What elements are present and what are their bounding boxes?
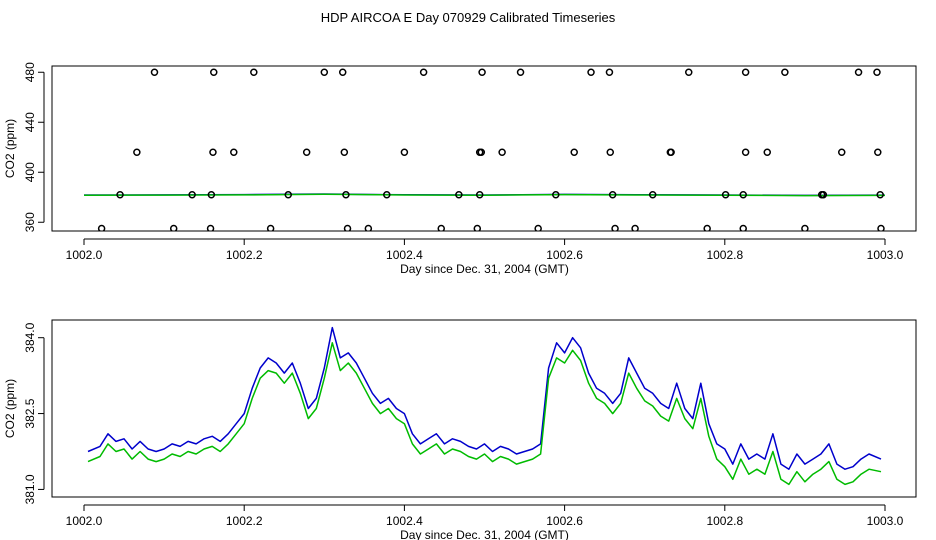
data-point — [419, 68, 428, 76]
x-tick-label: 1003.0 — [867, 248, 904, 262]
data-point — [685, 68, 693, 76]
data-point — [455, 191, 463, 199]
data-point — [477, 148, 486, 156]
data-point — [210, 68, 218, 76]
y-tick-label: 384.0 — [23, 322, 37, 352]
data-point — [874, 148, 882, 156]
y-tick-label: 480 — [23, 62, 37, 82]
x-axis-label: Day since Dec. 31, 2004 (GMT) — [400, 528, 569, 540]
data-point — [877, 224, 885, 231]
data-point — [116, 191, 124, 199]
data-point — [207, 191, 216, 199]
data-point — [400, 148, 409, 156]
x-tick-label: 1002.8 — [706, 248, 743, 262]
data-point — [97, 224, 106, 231]
data-point — [338, 68, 347, 76]
data-point — [876, 191, 884, 199]
series-line-calibrated — [83, 193, 886, 197]
y-axis-label: CO2 (ppm) — [3, 119, 17, 178]
data-point — [302, 148, 311, 156]
x-tick-label: 1002.4 — [386, 514, 423, 528]
plot-frame — [51, 65, 917, 232]
y-tick-label: 382.5 — [23, 398, 37, 428]
data-point — [739, 191, 747, 199]
data-point — [342, 191, 350, 199]
data-point — [587, 68, 595, 76]
data-point — [570, 148, 578, 156]
data-point — [188, 191, 196, 199]
bottom-panel: 1002.0 1002.2 1002.4 1002.6 1002.8 1003.0 Day … — [3, 319, 917, 540]
data-point — [150, 68, 159, 76]
data-point — [473, 224, 482, 231]
series-line-green — [87, 342, 882, 486]
data-point — [763, 148, 772, 156]
data-point — [534, 224, 542, 231]
x-tick-label: 1002.0 — [66, 514, 103, 528]
data-point — [516, 68, 525, 76]
data-point — [478, 68, 486, 76]
data-point — [631, 224, 639, 231]
data-point — [605, 68, 614, 76]
x-tick-label: 1003.0 — [867, 514, 904, 528]
x-tick-label: 1002.4 — [386, 248, 423, 262]
plot-area — [87, 326, 882, 486]
y-tick-label: 360 — [23, 212, 37, 232]
x-tick-label: 1002.0 — [66, 248, 103, 262]
x-tick-label: 1002.8 — [706, 514, 743, 528]
y-tick-label: 440 — [23, 112, 37, 132]
x-axis-label: Day since Dec. 31, 2004 (GMT) — [400, 262, 569, 276]
data-point — [611, 224, 619, 231]
data-point — [364, 224, 373, 231]
data-point — [340, 148, 349, 156]
data-point — [739, 224, 747, 231]
data-point — [801, 224, 809, 231]
data-point — [606, 148, 615, 156]
data-point — [608, 191, 617, 199]
data-point — [266, 224, 275, 231]
data-point — [703, 224, 711, 231]
data-point — [721, 191, 730, 199]
data-point — [133, 148, 141, 156]
data-point — [498, 148, 506, 156]
data-point — [741, 148, 750, 156]
data-point — [250, 68, 258, 76]
plot-area — [83, 68, 886, 231]
data-point — [169, 224, 178, 231]
data-point — [741, 68, 750, 76]
data-point — [873, 68, 881, 76]
series-line-blue — [87, 326, 882, 470]
plot-frame — [51, 319, 917, 498]
data-point — [837, 148, 846, 156]
x-tick-label: 1002.6 — [546, 248, 583, 262]
data-point — [206, 224, 215, 231]
x-tick-label: 1002.2 — [226, 248, 263, 262]
figure-title: HDP AIRCOA E Day 070929 Calibrated Times… — [320, 10, 616, 25]
top-panel: 1002.0 1002.2 1002.4 1002.6 1002.8 1003.0 Day … — [3, 62, 917, 276]
data-point — [552, 191, 560, 199]
data-point — [284, 191, 293, 199]
data-point — [475, 191, 484, 199]
data-point — [781, 68, 789, 76]
data-point — [667, 148, 675, 156]
y-tick-label: 400 — [23, 162, 37, 182]
data-point — [648, 191, 657, 199]
data-point — [854, 68, 863, 76]
x-tick-label: 1002.6 — [546, 514, 583, 528]
data-point — [230, 148, 238, 156]
data-point — [320, 68, 329, 76]
data-point — [819, 191, 828, 199]
y-axis-label: CO2 (ppm) — [3, 379, 17, 438]
x-tick-label: 1002.2 — [226, 514, 263, 528]
data-point — [437, 224, 445, 231]
data-point — [343, 224, 352, 231]
y-tick-label: 381.0 — [23, 474, 37, 504]
data-point — [383, 191, 391, 199]
data-point — [209, 148, 217, 156]
